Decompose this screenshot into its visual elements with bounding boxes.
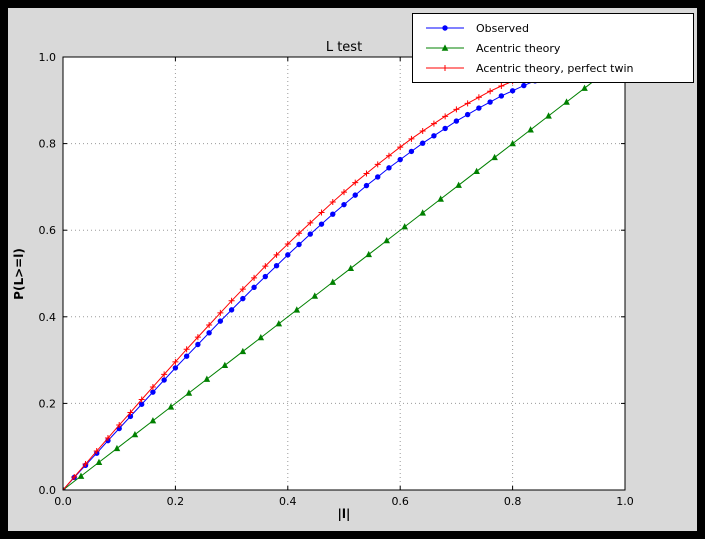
legend: Observed Acentric theory Acentric theory… [412,13,694,83]
series-line-2 [63,68,547,490]
chart-canvas: L test |l| P(L>=l) 0.0 0.2 0.4 0.6 0.8 1.0 0.0… [12,40,634,521]
legend-entry-perfect-twin: Acentric theory, perfect twin [423,58,693,78]
legend-label-acentric-theory: Acentric theory [476,41,561,55]
legend-line-perfect-twin-icon [426,65,464,71]
x-tick-label: 0.4 [279,495,297,508]
legend-line-observed-icon [426,25,464,31]
x-tick-label: 0.0 [54,495,72,508]
y-axis-label: P(L>=l) [12,248,26,300]
x-tick-label: 0.2 [167,495,185,508]
y-tick-label: 1.0 [39,51,57,64]
legend-entry-observed: Observed [423,18,693,38]
axes-border [62,56,626,491]
y-tick-label: 0.6 [39,224,57,237]
chart-title: L test [326,40,362,55]
legend-label-perfect-twin: Acentric theory, perfect twin [476,61,634,75]
series-markers-1 [63,70,606,490]
legend-label-observed: Observed [476,21,529,35]
legend-entry-acentric-theory: Acentric theory [423,38,693,58]
series-1 [63,70,606,490]
x-tick-label: 0.8 [504,495,522,508]
legend-line-acentric-theory-icon [426,44,464,51]
y-tick-label: 0.0 [39,484,57,497]
figure-background: L test |l| P(L>=l) 0.0 0.2 0.4 0.6 0.8 1.0 0.0… [8,8,697,531]
y-tick-label: 0.4 [39,311,57,324]
x-tick-label: 1.0 [616,495,634,508]
y-tick-label: 0.8 [39,138,57,151]
x-axis-label: |l| [338,507,351,521]
x-tick-label: 0.6 [391,495,409,508]
y-tick-label: 0.2 [39,397,57,410]
